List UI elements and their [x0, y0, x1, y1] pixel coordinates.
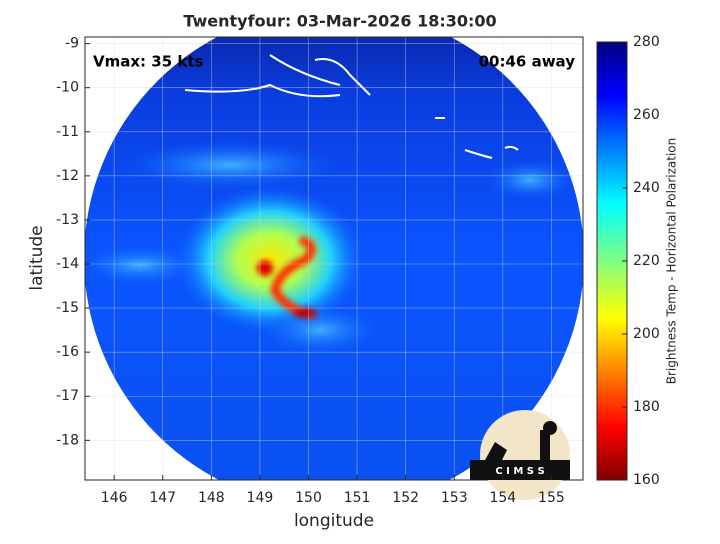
y-tick-label: -17 — [56, 388, 79, 404]
colorbar-tick-label: 180 — [633, 399, 660, 415]
colorbar-tick-label: 200 — [633, 326, 660, 342]
y-axis-label: latitude — [27, 225, 47, 290]
x-tick-label: 148 — [198, 490, 225, 506]
title: Twentyfour: 03-Mar-2026 18:30:00 — [183, 12, 496, 31]
satellite-image — [85, 37, 583, 480]
colorbar-tick-label: 280 — [633, 34, 660, 50]
plot-frame — [84, 36, 584, 481]
x-tick-label: 147 — [149, 490, 176, 506]
x-tick-label: 152 — [392, 490, 419, 506]
y-tick-label: -10 — [56, 80, 79, 96]
x-tick-label: 155 — [538, 490, 565, 506]
x-tick-label: 154 — [489, 490, 516, 506]
logo-text: C I M S S — [495, 466, 544, 477]
x-tick-label: 153 — [441, 490, 468, 506]
x-axis-label: longitude — [294, 511, 374, 531]
x-tick-label: 151 — [344, 490, 371, 506]
y-tick-label: -9 — [65, 36, 79, 52]
colorbar-tick-label: 240 — [633, 180, 660, 196]
colorbar-tick-label: 220 — [633, 253, 660, 269]
x-tick-label: 149 — [247, 490, 274, 506]
x-tick-label: 150 — [295, 490, 322, 506]
annotation: Vmax: 35 kts — [93, 53, 203, 71]
y-tick-label: -13 — [56, 212, 79, 228]
y-tick-label: -14 — [56, 256, 79, 272]
y-tick-label: -12 — [56, 168, 79, 184]
y-tick-label: -11 — [56, 124, 79, 140]
annotation: 00:46 away — [479, 53, 576, 71]
colorbar-label: Brightness Temp - Horizontal Polarizatio… — [665, 138, 679, 385]
x-tick-label: 146 — [101, 490, 128, 506]
colorbar-tick-label: 160 — [633, 472, 660, 488]
y-tick-label: -18 — [56, 432, 79, 448]
colorbar-tick-label: 260 — [633, 107, 660, 123]
y-tick-label: -15 — [56, 300, 79, 316]
y-tick-label: -16 — [56, 344, 79, 360]
